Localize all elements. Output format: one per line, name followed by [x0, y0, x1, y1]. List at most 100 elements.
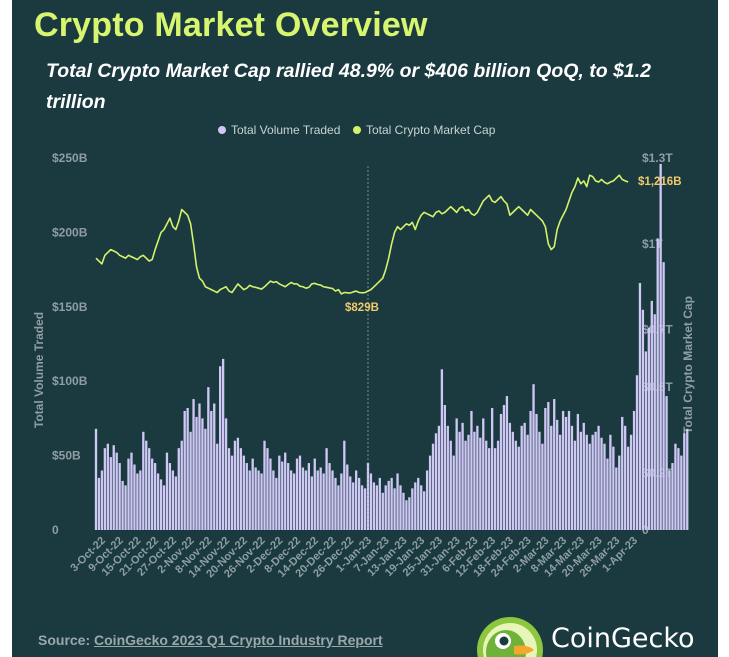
volume-bar [420, 485, 423, 530]
volume-bar [600, 437, 603, 530]
volume-bar [254, 467, 257, 530]
volume-bar [334, 477, 337, 530]
volume-bar [352, 482, 355, 530]
volume-bar [142, 431, 145, 530]
chart-annotations: $829B $1,216B [345, 176, 682, 314]
volume-bar [298, 455, 302, 530]
volume-bar [219, 366, 222, 530]
volume-bar [458, 431, 461, 530]
volume-bar [446, 425, 449, 530]
volume-bar [136, 473, 139, 530]
brand-name: CoinGecko [551, 623, 695, 654]
volume-bar [422, 491, 426, 530]
volume-bar [322, 473, 325, 530]
volume-bar [686, 428, 689, 530]
volume-bar [100, 470, 104, 530]
volume-bar [606, 458, 609, 530]
volume-bar [567, 410, 571, 530]
volume-bar [529, 410, 532, 530]
chart-legend: Total Volume Traded Total Crypto Market C… [218, 123, 496, 137]
volume-bar [553, 399, 556, 530]
volume-bar [227, 448, 231, 530]
volume-bar [366, 463, 370, 530]
volume-bar [526, 434, 529, 530]
volume-bars [94, 163, 689, 530]
y-left-tick-label: $100B [52, 374, 88, 388]
volume-bar [145, 440, 148, 530]
volume-bar [629, 434, 633, 530]
volume-bar [207, 387, 210, 530]
volume-bar [360, 485, 364, 530]
volume-bar [343, 440, 346, 530]
volume-bar [674, 443, 677, 530]
volume-bar [216, 443, 219, 530]
volume-bar [195, 416, 198, 530]
volume-bar [310, 476, 313, 530]
volume-bar [162, 485, 166, 530]
volume-bar [671, 463, 674, 530]
volume-bar [186, 407, 189, 530]
x-axis: 3-Oct-229-Oct-2215-Oct-2221-Oct-2227-Oct… [68, 535, 640, 581]
volume-bar [514, 440, 517, 530]
volume-bar [437, 425, 441, 530]
volume-bar [221, 358, 225, 530]
volume-bar [289, 470, 293, 530]
volume-bar [165, 452, 169, 530]
volume-bar [378, 477, 381, 530]
volume-bar [363, 488, 367, 530]
volume-bar [313, 458, 316, 530]
volume-bar [369, 473, 373, 530]
volume-bar [414, 482, 417, 530]
volume-bar [183, 410, 186, 530]
volume-bar [233, 440, 237, 530]
volume-bar [680, 455, 683, 530]
volume-bar [295, 458, 299, 530]
source-label: Source: [38, 632, 91, 648]
legend-item-market-cap-label: Total Crypto Market Cap [366, 123, 496, 137]
source-link[interactable]: CoinGecko 2023 Q1 Crypto Industry Report [94, 632, 383, 648]
volume-bar [248, 470, 251, 530]
volume-bar [626, 446, 630, 530]
volume-bar [570, 425, 574, 530]
volume-bar [384, 485, 387, 530]
volume-bar [511, 431, 514, 530]
volume-bar [272, 470, 275, 530]
volume-bar [177, 448, 180, 530]
volume-bar [523, 422, 526, 530]
volume-bar [662, 262, 665, 530]
volume-bar [591, 434, 594, 530]
volume-bar [148, 448, 151, 530]
volume-bar [624, 425, 627, 530]
volume-bar [464, 440, 467, 530]
volume-bar [585, 434, 588, 530]
volume-bar [579, 431, 582, 530]
volume-bar [618, 455, 621, 530]
volume-bar [411, 488, 414, 530]
volume-bar [485, 440, 488, 530]
volume-bar [576, 413, 580, 530]
volume-bar [292, 473, 296, 530]
volume-bar [328, 463, 331, 530]
volume-bar [287, 463, 290, 530]
volume-bar [257, 470, 260, 530]
chart-panel [12, 0, 718, 657]
volume-bar [535, 413, 538, 530]
volume-bar [151, 458, 154, 530]
annotation-label: $1,216B [638, 176, 681, 188]
volume-bar [266, 448, 269, 530]
volume-bar [133, 464, 136, 530]
volume-bar [239, 448, 243, 530]
volume-bar [242, 455, 245, 530]
y-axis-right-label: Total Crypto Market Cap [681, 296, 695, 434]
volume-bar [275, 477, 278, 530]
volume-bar [168, 463, 172, 530]
volume-bar [393, 488, 396, 530]
volume-bar [269, 458, 272, 530]
volume-bar [204, 428, 207, 530]
volume-bar [683, 433, 686, 530]
volume-bar [564, 416, 568, 530]
volume-bar [455, 418, 458, 530]
volume-bar [556, 419, 559, 530]
volume-bar [659, 163, 662, 530]
volume-bar [346, 464, 349, 530]
